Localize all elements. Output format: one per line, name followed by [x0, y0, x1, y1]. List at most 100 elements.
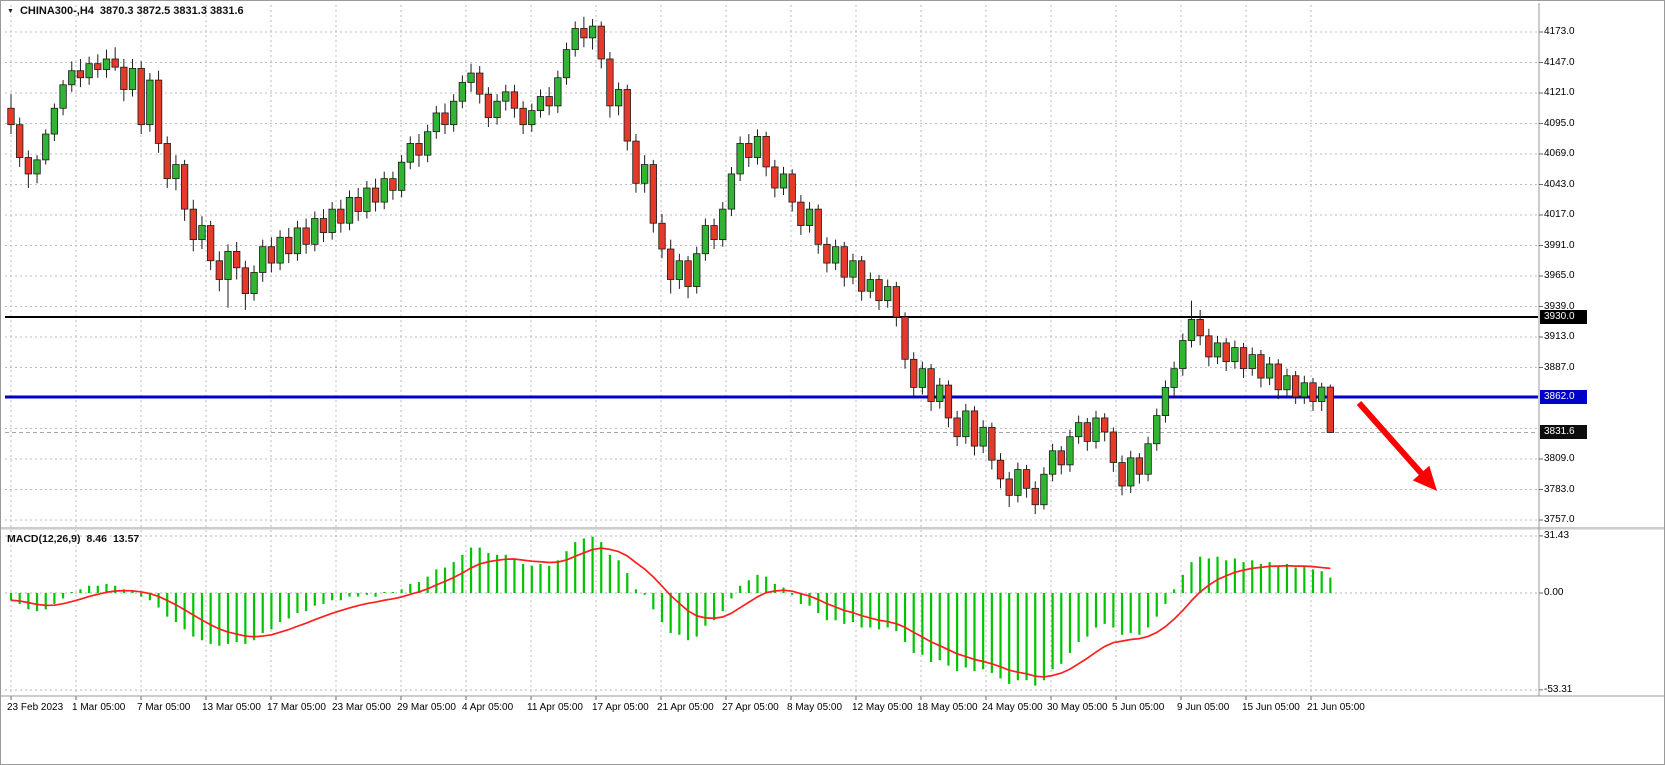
- candle: [302, 227, 310, 245]
- candle: [267, 246, 276, 264]
- candle: [120, 66, 128, 90]
- candle: [779, 173, 788, 189]
- time-axis-label: 5 Jun 05:00: [1112, 702, 1165, 713]
- candle: [85, 63, 93, 79]
- candle: [371, 187, 380, 203]
- candle: [1196, 319, 1204, 337]
- symbol-ohlc: 3870.3 3872.5 3831.3 3831.6: [99, 5, 244, 17]
- candle: [458, 82, 467, 102]
- time-axis-label: 17 Mar 05:00: [267, 702, 326, 713]
- candle: [154, 79, 163, 144]
- candle: [102, 58, 111, 70]
- time-axis-label: 29 Mar 05:00: [397, 702, 456, 713]
- candle: [345, 197, 354, 224]
- candle: [50, 107, 59, 135]
- arrow-annotation-shaft[interactable]: [1356, 401, 1429, 482]
- candle: [649, 164, 657, 224]
- candle: [76, 70, 85, 79]
- time-axis-label: 27 Apr 05:00: [722, 702, 779, 713]
- candle: [536, 96, 545, 111]
- time-axis-label: 21 Apr 05:00: [657, 702, 714, 713]
- candle: [180, 164, 189, 210]
- candle: [224, 250, 232, 280]
- candle: [233, 250, 241, 269]
- candle: [24, 157, 33, 175]
- candle: [632, 140, 640, 184]
- price-badge-3862.0: 3862.0: [1540, 389, 1587, 404]
- indicator-label: MACD(12,26,9) 8.46 13.57: [7, 533, 139, 545]
- candle: [137, 67, 145, 126]
- candle: [814, 208, 822, 245]
- candle: [1066, 436, 1074, 466]
- candle: [172, 164, 180, 180]
- price-axis-label: 4043.0: [1544, 178, 1575, 190]
- candle: [1309, 382, 1317, 402]
- candle: [849, 260, 857, 278]
- symbol-dropdown-icon[interactable]: ▼: [7, 7, 14, 15]
- candle: [580, 28, 588, 39]
- candle: [1144, 443, 1152, 475]
- candle: [259, 246, 267, 273]
- time-axis-label: 23 Mar 05:00: [332, 702, 391, 713]
- candle: [128, 67, 137, 90]
- candle: [675, 260, 684, 280]
- candle: [710, 225, 718, 241]
- candle: [719, 208, 727, 241]
- symbol-title: ▼ CHINA300-,H4 3870.3 3872.5 3831.3 3831…: [7, 5, 244, 17]
- candle: [1109, 431, 1118, 463]
- indicator-value-main: 8.46: [86, 533, 107, 545]
- candle: [423, 131, 432, 156]
- candle: [979, 426, 987, 447]
- price-axis-label: 4147.0: [1544, 56, 1575, 68]
- candle: [163, 143, 171, 180]
- time-axis-label: 1 Mar 05:00: [72, 702, 126, 713]
- candle: [962, 410, 970, 438]
- candle: [771, 166, 779, 189]
- candle: [545, 96, 553, 107]
- time-axis-label: 4 Apr 05:00: [462, 702, 514, 713]
- candle: [910, 358, 918, 388]
- candle: [1005, 478, 1013, 496]
- candle: [7, 107, 15, 126]
- candle: [901, 316, 909, 360]
- candle: [1179, 340, 1187, 370]
- price-axis-label: 4069.0: [1544, 148, 1575, 159]
- candle: [597, 25, 605, 60]
- candle: [805, 208, 814, 226]
- candle: [363, 187, 371, 212]
- candle: [189, 208, 197, 241]
- candle: [285, 236, 293, 255]
- candle: [1257, 354, 1265, 379]
- candle: [311, 218, 319, 245]
- price-axis-label: 3913.0: [1544, 331, 1575, 342]
- candle: [1092, 417, 1100, 442]
- candle: [745, 143, 753, 158]
- price-axis-label: 3939.0: [1544, 300, 1575, 312]
- arrow-annotation-head[interactable]: [1412, 465, 1437, 491]
- candle: [797, 201, 805, 226]
- candle: [206, 225, 215, 262]
- candle: [337, 208, 345, 224]
- price-badge-3930.0: 3930.0: [1540, 310, 1587, 325]
- candle: [1239, 347, 1248, 370]
- candle: [319, 218, 328, 233]
- candle: [892, 286, 901, 318]
- candle: [970, 410, 979, 447]
- indicator-axis-label: 0.00: [1544, 587, 1564, 598]
- candle: [406, 143, 414, 163]
- time-axis-label: 8 May 05:00: [787, 702, 843, 713]
- candle: [840, 246, 848, 278]
- price-axis-label: 3757.0: [1544, 514, 1575, 525]
- candle: [380, 178, 388, 203]
- candle: [1161, 387, 1170, 416]
- candle: [1318, 386, 1326, 402]
- candle: [1187, 319, 1196, 341]
- candle: [1118, 462, 1126, 487]
- candle: [606, 58, 614, 107]
- candle: [640, 164, 649, 184]
- price-axis-label: 4017.0: [1544, 209, 1575, 220]
- indicator-axis-label: -53.31: [1544, 683, 1573, 695]
- candle: [588, 25, 597, 39]
